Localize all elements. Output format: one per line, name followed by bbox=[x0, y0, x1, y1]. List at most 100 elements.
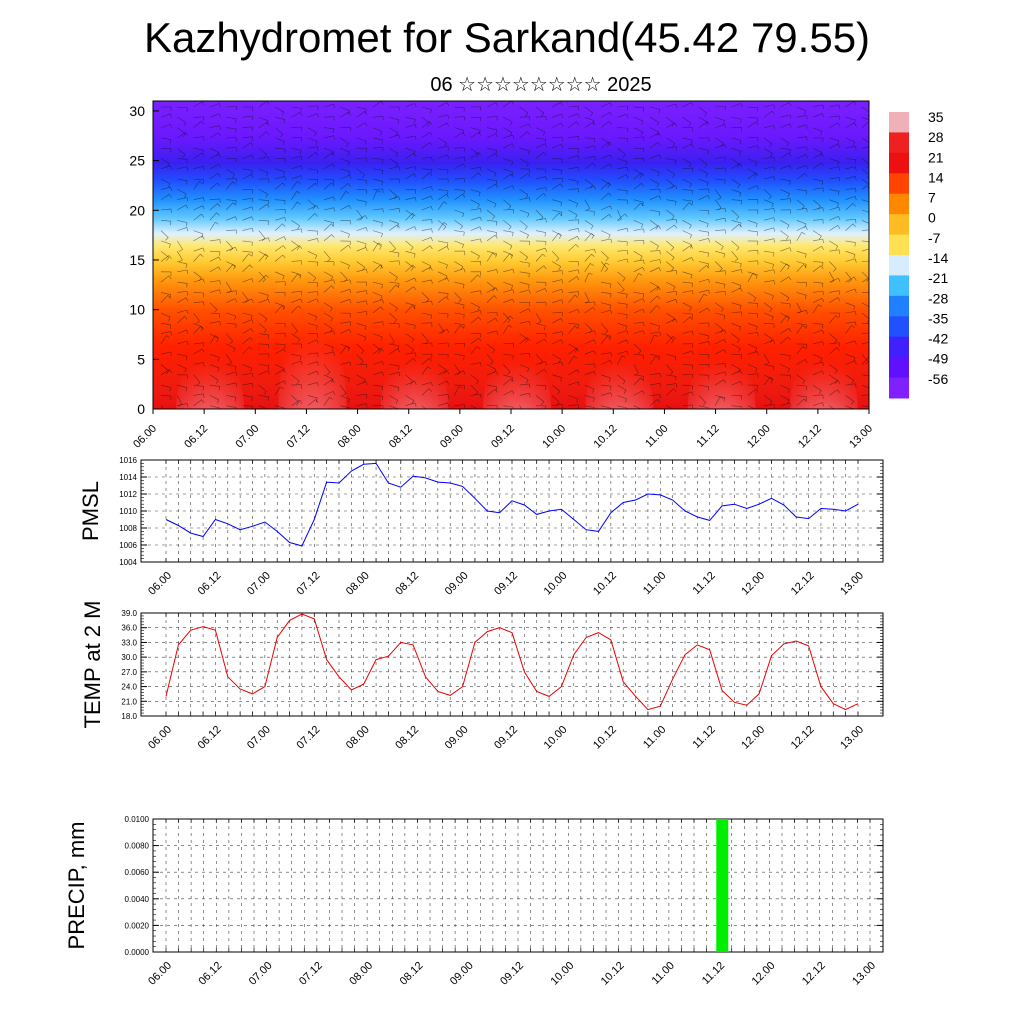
wind-barb-flag bbox=[348, 161, 351, 166]
wind-barb-flag bbox=[834, 339, 838, 344]
wind-barb-flag bbox=[300, 150, 302, 155]
temp-x-tick-label: 08.12 bbox=[393, 724, 421, 752]
wind-barb bbox=[552, 143, 562, 149]
wind-barb bbox=[845, 383, 856, 386]
wind-barb bbox=[486, 389, 496, 396]
pmsl-x-tick-label: 09.00 bbox=[443, 570, 471, 598]
wind-barb-flag bbox=[765, 362, 770, 366]
wind-barb-flag bbox=[641, 224, 644, 229]
wind-barb-flag bbox=[838, 104, 841, 109]
wind-barb bbox=[649, 209, 660, 213]
wind-barb bbox=[258, 121, 268, 128]
wind-barb bbox=[503, 158, 513, 162]
wind-barb bbox=[323, 323, 333, 330]
wind-barb-flag bbox=[822, 187, 824, 192]
wind-barb bbox=[682, 220, 692, 226]
wind-barb bbox=[682, 240, 692, 246]
wind-barb bbox=[486, 250, 497, 254]
wind-barb-flag bbox=[427, 123, 431, 127]
wind-barb-flag bbox=[300, 156, 303, 161]
wind-barb bbox=[242, 206, 253, 211]
wind-barb bbox=[519, 123, 530, 128]
wind-barb bbox=[731, 333, 740, 340]
wind-barb bbox=[552, 299, 562, 303]
wind-barb bbox=[405, 343, 414, 350]
wind-barb-flag bbox=[806, 207, 808, 213]
wind-barb bbox=[242, 197, 253, 200]
wind-barb bbox=[666, 158, 677, 161]
wind-barb bbox=[845, 145, 856, 149]
wind-barb bbox=[666, 240, 675, 248]
wind-barb bbox=[666, 333, 674, 341]
wind-barb-flag bbox=[478, 410, 480, 414]
wind-barb-flag bbox=[852, 203, 856, 207]
wind-barb-flag bbox=[333, 279, 335, 284]
wind-barb-flag bbox=[203, 197, 205, 202]
wind-barb-flag bbox=[641, 183, 645, 187]
wind-barb bbox=[747, 364, 758, 369]
wind-barb-flag bbox=[414, 166, 417, 171]
wind-barb-flag bbox=[639, 256, 643, 260]
temp-y-tick-label: 39.0 bbox=[121, 609, 137, 618]
wind-barb bbox=[829, 271, 835, 281]
wind-barb bbox=[535, 218, 546, 221]
wind-barb bbox=[649, 117, 659, 123]
wind-barb bbox=[226, 312, 236, 317]
wind-barb-flag bbox=[578, 167, 580, 172]
wind-barb bbox=[682, 302, 692, 308]
wind-barb-flag bbox=[218, 164, 221, 168]
wind-barb bbox=[829, 206, 839, 211]
wind-barb bbox=[519, 131, 528, 139]
wind-barb-flag bbox=[691, 330, 694, 335]
wind-barb bbox=[421, 266, 431, 273]
wind-barb-flag bbox=[512, 232, 514, 237]
wind-barb-flag bbox=[186, 180, 188, 185]
wind-barb bbox=[356, 215, 366, 221]
wind-barb bbox=[649, 305, 657, 314]
wind-barb-flag bbox=[542, 253, 546, 257]
wind-barb-flag bbox=[229, 340, 233, 344]
wind-barb-flag bbox=[657, 295, 661, 300]
wind-barb bbox=[209, 212, 217, 221]
wind-barb bbox=[568, 135, 579, 139]
wind-barb-flag bbox=[806, 146, 808, 151]
wind-barb-flag bbox=[330, 317, 333, 322]
wind-barb bbox=[601, 302, 611, 306]
wind-barb bbox=[470, 310, 481, 314]
wind-barb-flag bbox=[282, 275, 285, 280]
pmsl-x-tick-label: 10.12 bbox=[591, 570, 619, 598]
pmsl-x-tick-label: 12.12 bbox=[789, 570, 817, 598]
wind-barb bbox=[486, 384, 497, 388]
wind-barb bbox=[617, 250, 628, 252]
wind-barb bbox=[503, 168, 513, 173]
wind-barb bbox=[340, 271, 348, 280]
wind-barb bbox=[486, 116, 497, 118]
precip-x-tick-label: 10.12 bbox=[599, 960, 627, 988]
wind-barb bbox=[845, 137, 855, 143]
precip-y-tick-label: 0.0080 bbox=[125, 842, 150, 851]
wind-barb bbox=[698, 333, 709, 337]
wind-barb bbox=[666, 199, 677, 202]
wind-barb bbox=[796, 281, 807, 284]
wind-barb bbox=[715, 117, 725, 121]
wind-barb bbox=[405, 358, 414, 365]
wind-barb bbox=[845, 101, 855, 108]
wind-barb-flag bbox=[493, 173, 497, 177]
wind-barb bbox=[470, 131, 480, 139]
wind-barb bbox=[503, 315, 511, 324]
wind-barb bbox=[764, 176, 774, 180]
wind-barb bbox=[584, 248, 595, 252]
wind-barb bbox=[454, 116, 465, 118]
wind-barb bbox=[698, 230, 709, 233]
wind-barb-flag bbox=[528, 150, 530, 155]
wind-barb bbox=[372, 395, 383, 397]
wind-barb bbox=[600, 360, 611, 365]
wind-barb-flag bbox=[186, 309, 189, 314]
wind-barb bbox=[649, 267, 660, 273]
wind-barb bbox=[568, 269, 579, 273]
heatmap-y-tick-label: 5 bbox=[137, 351, 145, 367]
wind-barb bbox=[177, 132, 186, 139]
wind-barb-flag bbox=[821, 298, 825, 303]
wind-barb bbox=[535, 193, 544, 200]
wind-barb bbox=[291, 260, 302, 262]
